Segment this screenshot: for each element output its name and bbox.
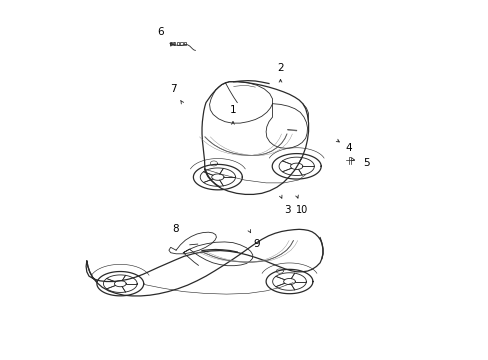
Text: 6: 6 xyxy=(157,27,164,37)
Bar xyxy=(180,42,182,45)
Text: 2: 2 xyxy=(277,63,283,73)
Bar xyxy=(169,42,171,45)
Bar xyxy=(173,42,175,45)
Bar xyxy=(177,42,179,45)
Text: 5: 5 xyxy=(363,158,369,168)
Text: 7: 7 xyxy=(169,84,176,94)
Text: 8: 8 xyxy=(172,224,178,234)
Text: 1: 1 xyxy=(229,105,236,115)
Text: 9: 9 xyxy=(253,239,260,249)
Text: 10: 10 xyxy=(295,204,307,215)
Bar xyxy=(183,42,186,45)
Text: 4: 4 xyxy=(345,143,351,153)
Text: 3: 3 xyxy=(283,204,290,215)
